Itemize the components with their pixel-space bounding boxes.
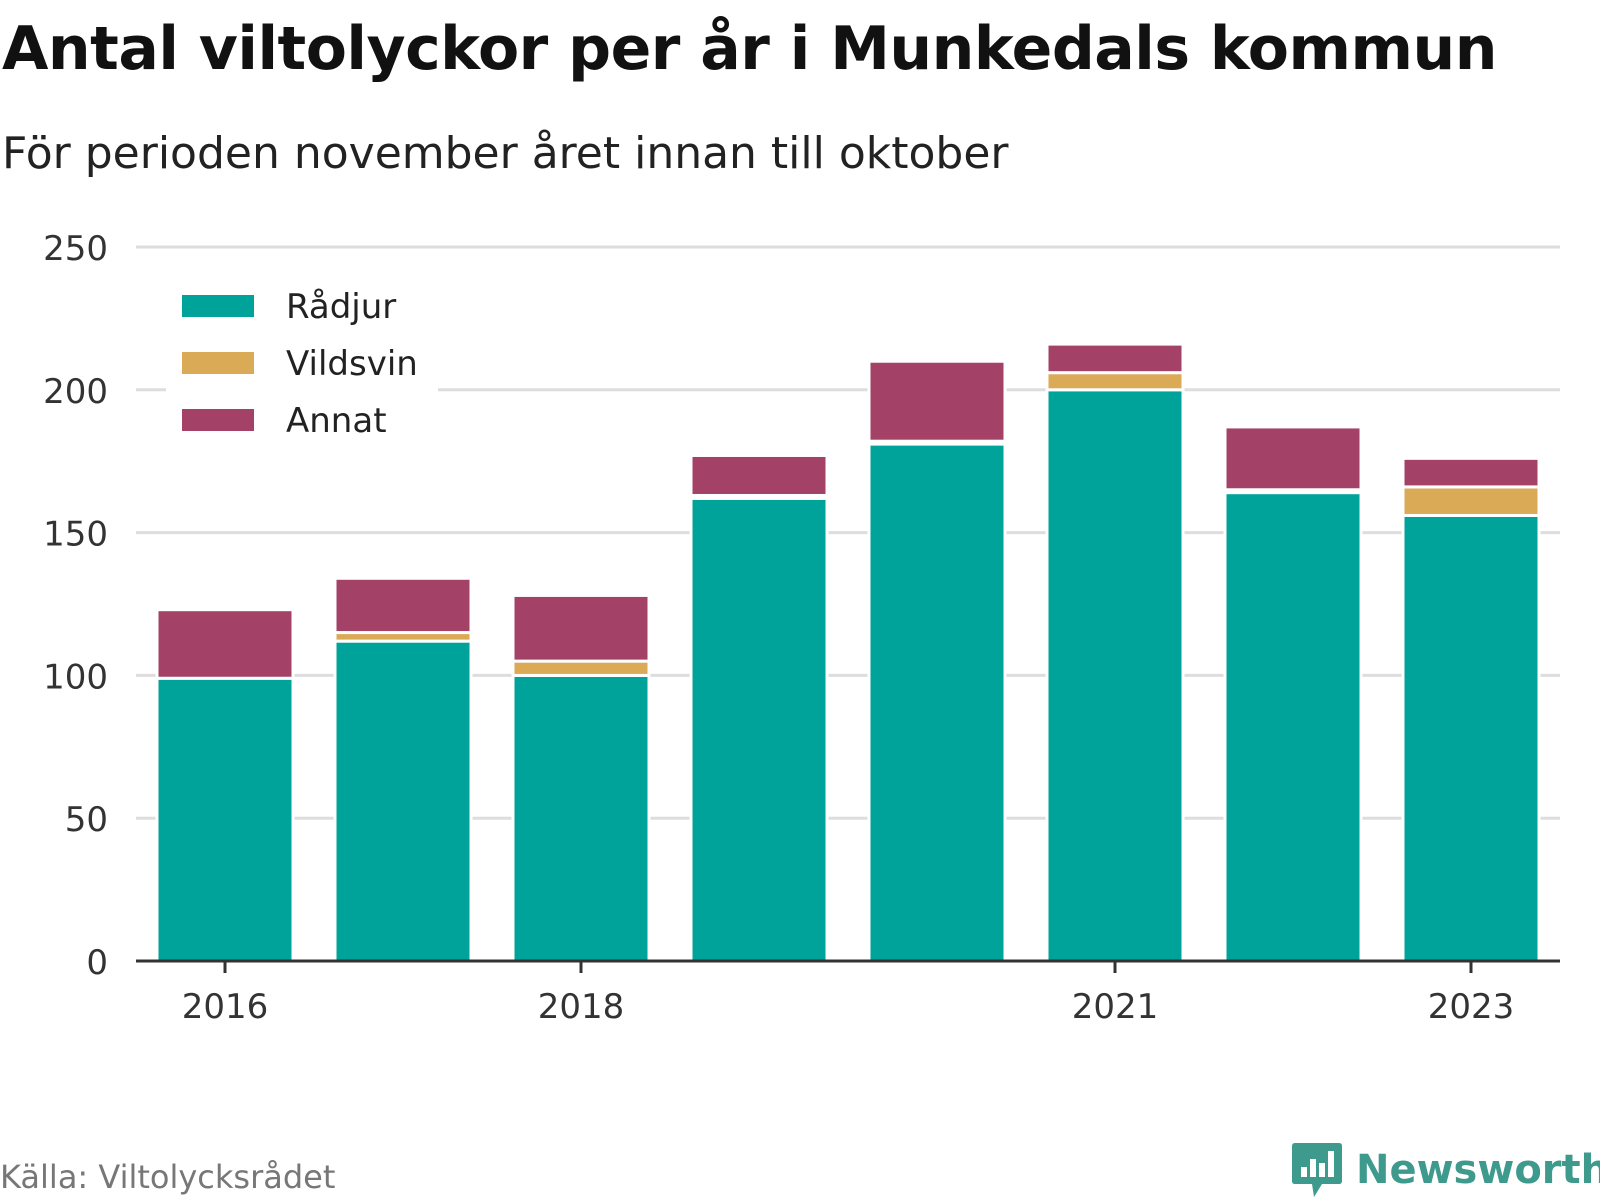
legend-label: Rådjur [286,287,396,327]
bar-stack [1045,342,1185,963]
x-tick-label: 2023 [1428,987,1515,1027]
bar-segment [1223,425,1363,492]
stacked-bar-chart: 0 50 100 150 200 250 2016 2018 2021 2023 Rådjur V… [43,229,1560,1027]
bar-segment [1045,371,1185,392]
chart-title: Antal viltolyckor per år i Munkedals kom… [2,14,1497,84]
brand-name: Newsworthy [1356,1147,1600,1193]
bar-segment [867,442,1007,963]
y-tick-label: 250 [43,229,108,269]
legend-swatch [182,409,254,431]
y-tick-label: 50 [65,800,108,840]
bar-stack [867,359,1007,963]
y-tick-label: 150 [43,515,108,555]
legend: Rådjur Vildsvin Annat [166,272,438,448]
legend-label: Vildsvin [286,344,418,384]
bar-segment [689,453,829,497]
legend-swatch [182,352,254,374]
bar-segment [1401,513,1541,963]
bar-stack [1223,425,1363,963]
x-tick-label: 2018 [538,987,625,1027]
source-note: Källa: Viltolycksrådet [0,1158,336,1196]
x-tick-label: 2021 [1072,987,1159,1027]
bars [155,342,1541,963]
bar-segment [511,673,651,963]
y-tick-label: 200 [43,372,108,412]
x-axis-ticks: 2016 2018 2021 2023 [182,961,1515,1027]
bar-segment [511,593,651,663]
bar-segment [333,639,473,963]
x-tick-label: 2016 [182,987,269,1027]
newsworthy-logo-icon [1292,1143,1342,1197]
bar-segment [511,659,651,677]
bar-stack [511,593,651,963]
bar-segment [1045,388,1185,963]
bar-segment [155,608,295,680]
bar-segment [1045,342,1185,375]
chart-subtitle: För perioden november året innan till ok… [2,128,1009,179]
bar-stack [155,608,295,963]
bar-segment [1223,491,1363,963]
y-axis-ticks: 0 50 100 150 200 250 [43,229,108,983]
bar-segment [1401,485,1541,517]
bar-segment [867,359,1007,443]
newsworthy-logo: Newsworthy [1292,1140,1600,1200]
bar-stack [333,576,473,963]
bar-stack [1401,456,1541,963]
legend-swatch [182,295,254,317]
y-tick-label: 0 [86,943,108,983]
legend-label: Annat [286,401,387,441]
bar-segment [333,576,473,635]
bar-segment [155,676,295,963]
bar-segment [689,496,829,963]
bar-segment [1401,456,1541,489]
bar-stack [689,453,829,963]
y-tick-label: 100 [43,657,108,697]
